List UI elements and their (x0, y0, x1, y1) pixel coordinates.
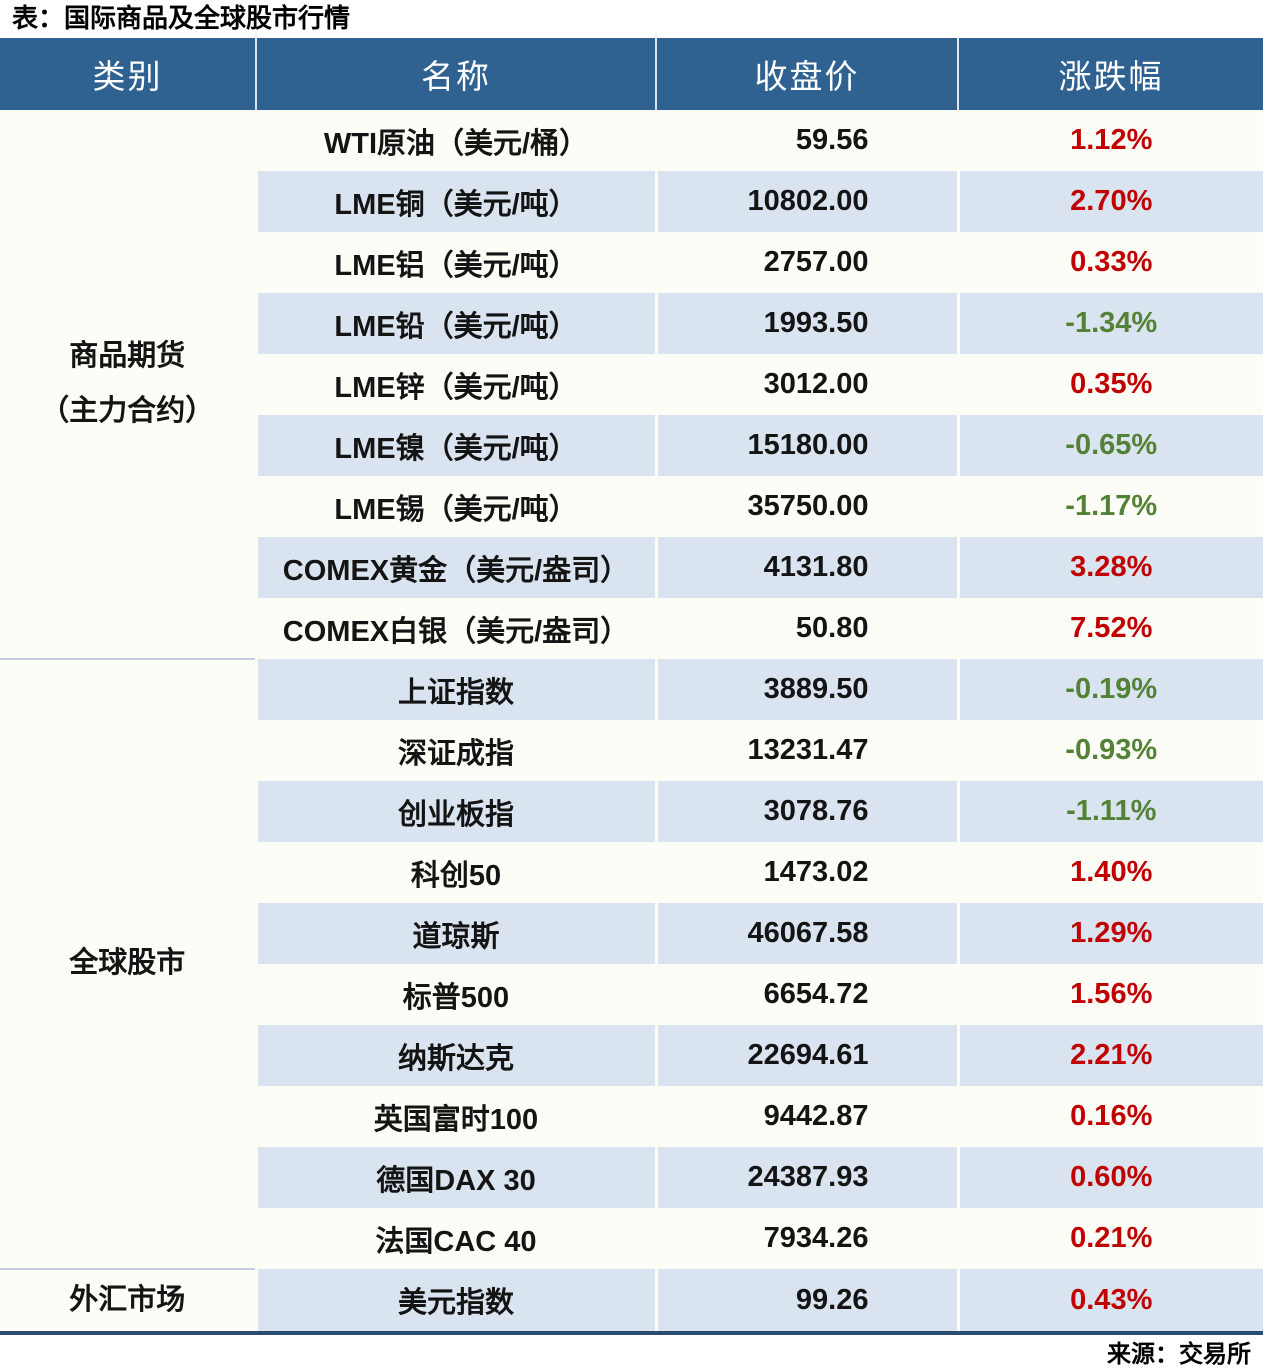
name-cell: 上证指数 (254, 659, 656, 720)
category-cell-commodities: 商品期货 （主力合约） (0, 110, 256, 659)
close-cell: 50.80 (654, 598, 958, 659)
table-row: COMEX白银（美元/盎司） 50.80 7.52% (0, 598, 1263, 659)
category-label-line1: 全球股市 (69, 947, 186, 980)
close-cell: 4131.80 (654, 537, 958, 598)
name-cell: 纳斯达克 (254, 1025, 656, 1086)
name-cell: 道琼斯 (254, 903, 656, 964)
category-cell-global-stocks: 全球股市 (0, 658, 256, 1269)
change-cell: 1.40% (956, 842, 1263, 903)
name-cell: LME镍（美元/吨） (254, 415, 656, 476)
close-cell: 10802.00 (654, 171, 958, 232)
table-row: 德国DAX 30 24387.93 0.60% (0, 1147, 1263, 1208)
table-row: 纳斯达克 22694.61 2.21% (0, 1025, 1263, 1086)
change-cell: 0.21% (956, 1208, 1263, 1269)
change-cell: -0.19% (956, 659, 1263, 720)
close-cell: 9442.87 (654, 1086, 958, 1147)
close-cell: 3889.50 (654, 659, 958, 720)
close-cell: 15180.00 (654, 415, 958, 476)
close-cell: 7934.26 (654, 1208, 958, 1269)
change-cell: -1.17% (956, 476, 1263, 537)
name-cell: LME铅（美元/吨） (254, 293, 656, 354)
change-cell: 0.16% (956, 1086, 1263, 1147)
table-row: LME铜（美元/吨） 10802.00 2.70% (0, 171, 1263, 232)
close-cell: 46067.58 (654, 903, 958, 964)
name-cell: LME铜（美元/吨） (254, 171, 656, 232)
name-cell: COMEX黄金（美元/盎司） (254, 537, 656, 598)
change-cell: 0.60% (956, 1147, 1263, 1208)
table-row: LME铅（美元/吨） 1993.50 -1.34% (0, 293, 1263, 354)
table-row: 道琼斯 46067.58 1.29% (0, 903, 1263, 964)
close-cell: 24387.93 (654, 1147, 958, 1208)
table-row: 标普500 6654.72 1.56% (0, 964, 1263, 1025)
table-row: 商品期货 （主力合约） WTI原油（美元/桶） 59.56 1.12% (0, 110, 1263, 659)
table-row: 法国CAC 40 7934.26 0.21% (0, 1208, 1263, 1269)
close-cell: 3078.76 (654, 781, 958, 842)
change-cell: 2.21% (956, 1025, 1263, 1086)
category-label-line1: 商品期货 (69, 339, 186, 372)
category-label-line2: （主力合约） (40, 395, 215, 427)
table-header: 类别 名称 收盘价 涨跌幅 (0, 38, 1263, 110)
change-cell: -0.93% (956, 720, 1263, 781)
table-body: 商品期货 （主力合约） WTI原油（美元/桶） 59.56 1.12% LME铜… (0, 110, 1263, 1333)
close-cell: 1473.02 (654, 842, 958, 903)
close-cell: 1993.50 (654, 293, 958, 354)
close-cell: 6654.72 (654, 964, 958, 1025)
name-cell: 德国DAX 30 (254, 1147, 656, 1208)
change-cell: 0.43% (956, 1269, 1263, 1333)
close-cell: 13231.47 (654, 720, 958, 781)
table-row: 深证成指 13231.47 -0.93% (0, 720, 1263, 781)
category-cell-forex: 外汇市场 (0, 1268, 256, 1333)
close-cell: 35750.00 (654, 476, 958, 537)
name-cell: 创业板指 (254, 781, 656, 842)
name-cell: COMEX白银（美元/盎司） (254, 598, 656, 659)
category-label-line1: 外汇市场 (69, 1283, 186, 1316)
close-cell: 59.56 (654, 110, 958, 171)
close-cell: 2757.00 (654, 232, 958, 293)
change-cell: 0.35% (956, 354, 1263, 415)
close-cell: 22694.61 (654, 1025, 958, 1086)
name-cell: 美元指数 (254, 1269, 656, 1333)
name-cell: 深证成指 (254, 720, 656, 781)
change-cell: -1.11% (956, 781, 1263, 842)
name-cell: 英国富时100 (254, 1086, 656, 1147)
quotes-table: 类别 名称 收盘价 涨跌幅 商品期货 （主力合约） WTI原油（美元/桶） 59… (0, 38, 1263, 1335)
table-row: 英国富时100 9442.87 0.16% (0, 1086, 1263, 1147)
change-cell: -1.34% (956, 293, 1263, 354)
table-row: LME锌（美元/吨） 3012.00 0.35% (0, 354, 1263, 415)
table-row: 创业板指 3078.76 -1.11% (0, 781, 1263, 842)
table-row: 全球股市 上证指数 3889.50 -0.19% (0, 658, 1263, 1269)
table-row: COMEX黄金（美元/盎司） 4131.80 3.28% (0, 537, 1263, 598)
table-row: 科创50 1473.02 1.40% (0, 842, 1263, 903)
name-cell: 科创50 (254, 842, 656, 903)
change-cell: 1.29% (956, 903, 1263, 964)
change-cell: 7.52% (956, 598, 1263, 659)
close-cell: 3012.00 (654, 354, 958, 415)
change-cell: 2.70% (956, 171, 1263, 232)
name-cell: 标普500 (254, 964, 656, 1025)
change-cell: 1.12% (956, 110, 1263, 171)
change-cell: 0.33% (956, 232, 1263, 293)
name-cell: 法国CAC 40 (254, 1208, 656, 1269)
name-cell: LME铝（美元/吨） (254, 232, 656, 293)
header-category: 类别 (0, 38, 256, 110)
table-row: LME镍（美元/吨） 15180.00 -0.65% (0, 415, 1263, 476)
close-cell: 99.26 (654, 1269, 958, 1333)
header-name: 名称 (255, 38, 656, 110)
table-row: 外汇市场 美元指数 99.26 0.43% (0, 1268, 1263, 1333)
change-cell: 3.28% (956, 537, 1263, 598)
table-row: LME锡（美元/吨） 35750.00 -1.17% (0, 476, 1263, 537)
table-row: LME铝（美元/吨） 2757.00 0.33% (0, 232, 1263, 293)
header-row: 类别 名称 收盘价 涨跌幅 (0, 38, 1263, 110)
name-cell: LME锡（美元/吨） (254, 476, 656, 537)
change-cell: 1.56% (956, 964, 1263, 1025)
change-cell: -0.65% (956, 415, 1263, 476)
source-note: 来源：交易所 (1107, 1341, 1251, 1368)
header-change: 涨跌幅 (957, 38, 1263, 110)
header-close: 收盘价 (655, 38, 958, 110)
name-cell: LME锌（美元/吨） (254, 354, 656, 415)
name-cell: WTI原油（美元/桶） (254, 110, 656, 171)
page-title: 表：国际商品及全球股市行情 (12, 3, 351, 33)
